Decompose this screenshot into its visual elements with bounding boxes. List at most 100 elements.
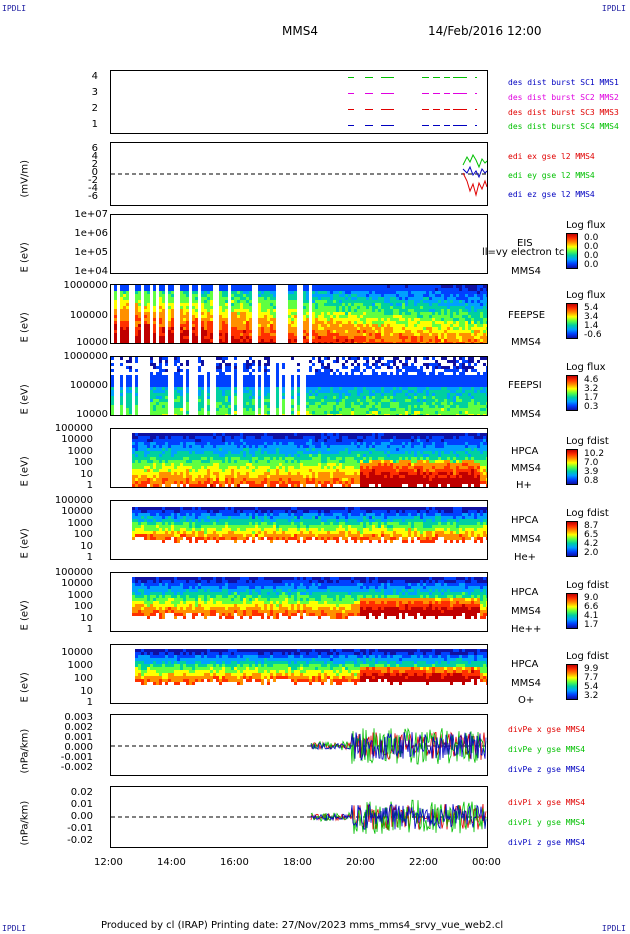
hpca-cell (246, 448, 249, 451)
panel-burst (110, 70, 488, 134)
feeps-cell (114, 318, 117, 321)
hpca-cell (225, 466, 228, 469)
feeps-cell (333, 411, 336, 414)
feeps-cell (375, 372, 378, 375)
feeps-cell (387, 312, 390, 315)
feeps-cell (237, 303, 240, 306)
feeps-cell (453, 381, 456, 384)
hpca-cell (243, 481, 246, 484)
feeps-cell (120, 342, 123, 343)
feeps-cell (441, 396, 444, 399)
feeps-cell (405, 297, 408, 300)
hpca-cell (285, 475, 288, 478)
hpca-cell (141, 466, 144, 469)
feeps-cell (282, 390, 285, 393)
feeps-cell (411, 381, 414, 384)
feeps-cell (159, 414, 162, 415)
feeps-cell (390, 285, 393, 288)
hpca-cell (297, 484, 300, 487)
feeps-cell (324, 309, 327, 312)
feeps-cell (234, 333, 237, 336)
hpca-cell (258, 469, 261, 472)
feeps-cell (426, 315, 429, 318)
feeps-cell (135, 384, 138, 387)
hpca-cell (234, 451, 237, 454)
feeps-cell (318, 378, 321, 381)
hpca-cell (306, 448, 309, 451)
feeps-cell (345, 312, 348, 315)
feeps-cell (318, 312, 321, 315)
feeps-cell (330, 339, 333, 342)
feeps-cell (336, 306, 339, 309)
feeps-cell (315, 288, 318, 291)
hpca-cell (267, 475, 270, 478)
feeps-cell (468, 384, 471, 387)
feeps-cell (264, 297, 267, 300)
feeps-cell (399, 414, 402, 415)
feeps-cell (234, 381, 237, 384)
feeps-cell (183, 306, 186, 309)
feeps-cell (342, 384, 345, 387)
feeps-cell (444, 381, 447, 384)
feeps-cell (183, 297, 186, 300)
feeps-cell (453, 312, 456, 315)
hpca-cell (192, 433, 195, 436)
hpca-cell (153, 454, 156, 457)
feeps-cell (342, 297, 345, 300)
feeps-cell (369, 288, 372, 291)
feeps-cell (396, 312, 399, 315)
feeps-cell (453, 402, 456, 405)
feeps-cell (411, 333, 414, 336)
feeps-cell (282, 399, 285, 402)
feeps-cell (243, 381, 246, 384)
feeps-cell (306, 339, 309, 342)
feeps-cell (417, 414, 420, 415)
feeps-cell (438, 414, 441, 415)
hpca-cell (162, 448, 165, 451)
feeps-cell (336, 312, 339, 315)
feeps-cell (324, 408, 327, 411)
feeps-cell (291, 294, 294, 297)
feeps-cell (219, 312, 222, 315)
feeps-cell (423, 399, 426, 402)
hpca-cell (141, 478, 144, 481)
feeps-cell (444, 336, 447, 339)
feeps-cell (264, 402, 267, 405)
feeps-cell (348, 315, 351, 318)
feeps-cell (261, 309, 264, 312)
hpca-cell (252, 460, 255, 463)
feeps-cell (114, 285, 117, 288)
hpca-cell (183, 433, 186, 436)
feeps-cell (228, 399, 231, 402)
hpca-cell (312, 436, 315, 439)
hpca-cell (165, 433, 168, 436)
hpca-cell (321, 466, 324, 469)
feeps-cell (321, 381, 324, 384)
feeps-cell (432, 312, 435, 315)
hpca-cell (309, 466, 312, 469)
feeps-cell (135, 390, 138, 393)
hpca-cell (180, 463, 183, 466)
feeps-cell (423, 378, 426, 381)
hpca-cell (270, 433, 273, 436)
feeps-cell (144, 318, 147, 321)
feeps-cell (459, 315, 462, 318)
feeps-cell (294, 324, 297, 327)
feeps-cell (408, 375, 411, 378)
feeps-cell (294, 300, 297, 303)
feeps-cell (174, 357, 177, 360)
feeps-cell (423, 390, 426, 393)
feeps-cell (288, 327, 291, 330)
hpca-cell (222, 472, 225, 475)
hpca-cell (297, 433, 300, 436)
hpca-cell (243, 439, 246, 442)
feeps-cell (459, 378, 462, 381)
feeps-cell (327, 321, 330, 324)
feeps-cell (411, 390, 414, 393)
feeps-cell (318, 339, 321, 342)
feeps-cell (231, 303, 234, 306)
feeps-cell (315, 405, 318, 408)
feeps-cell (474, 330, 477, 333)
hpca-cell (174, 451, 177, 454)
feeps-cell (447, 327, 450, 330)
